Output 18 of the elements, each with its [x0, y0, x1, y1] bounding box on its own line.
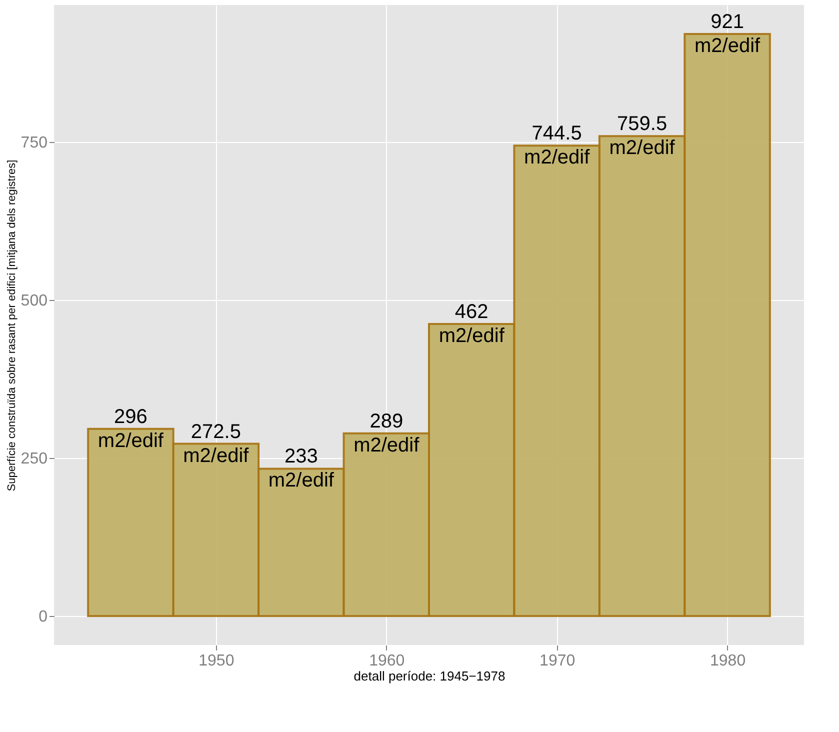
y-axis-title: Superfície construïda sobre rasant per edifici [mitjana dels registres]	[6, 160, 18, 492]
data-label: 272.5 m2/edif	[183, 420, 250, 467]
y-tick-label: 0	[38, 608, 48, 626]
data-label: 744.5 m2/edif	[524, 122, 590, 169]
data-label: 921 m2/edif	[694, 11, 761, 58]
data-label: 233 m2/edif	[268, 446, 334, 492]
y-tick-label: 750	[20, 134, 48, 152]
y-tick-label: 500	[20, 292, 48, 310]
data-label: 759.5 m2/edif	[609, 113, 676, 160]
x-axis-title: detall període: 1945−1978	[354, 668, 506, 684]
x-tick-label: 1970	[540, 652, 576, 670]
x-tick-label: 1960	[369, 652, 405, 670]
data-label: 462 m2/edif	[438, 301, 505, 348]
x-tick-label: 1950	[198, 652, 234, 670]
data-label: 296 m2/edif	[98, 406, 164, 452]
y-tick-label: 250	[20, 450, 48, 468]
x-tick-label: 1980	[710, 652, 746, 670]
data-label: 289 m2/edif	[354, 410, 420, 456]
